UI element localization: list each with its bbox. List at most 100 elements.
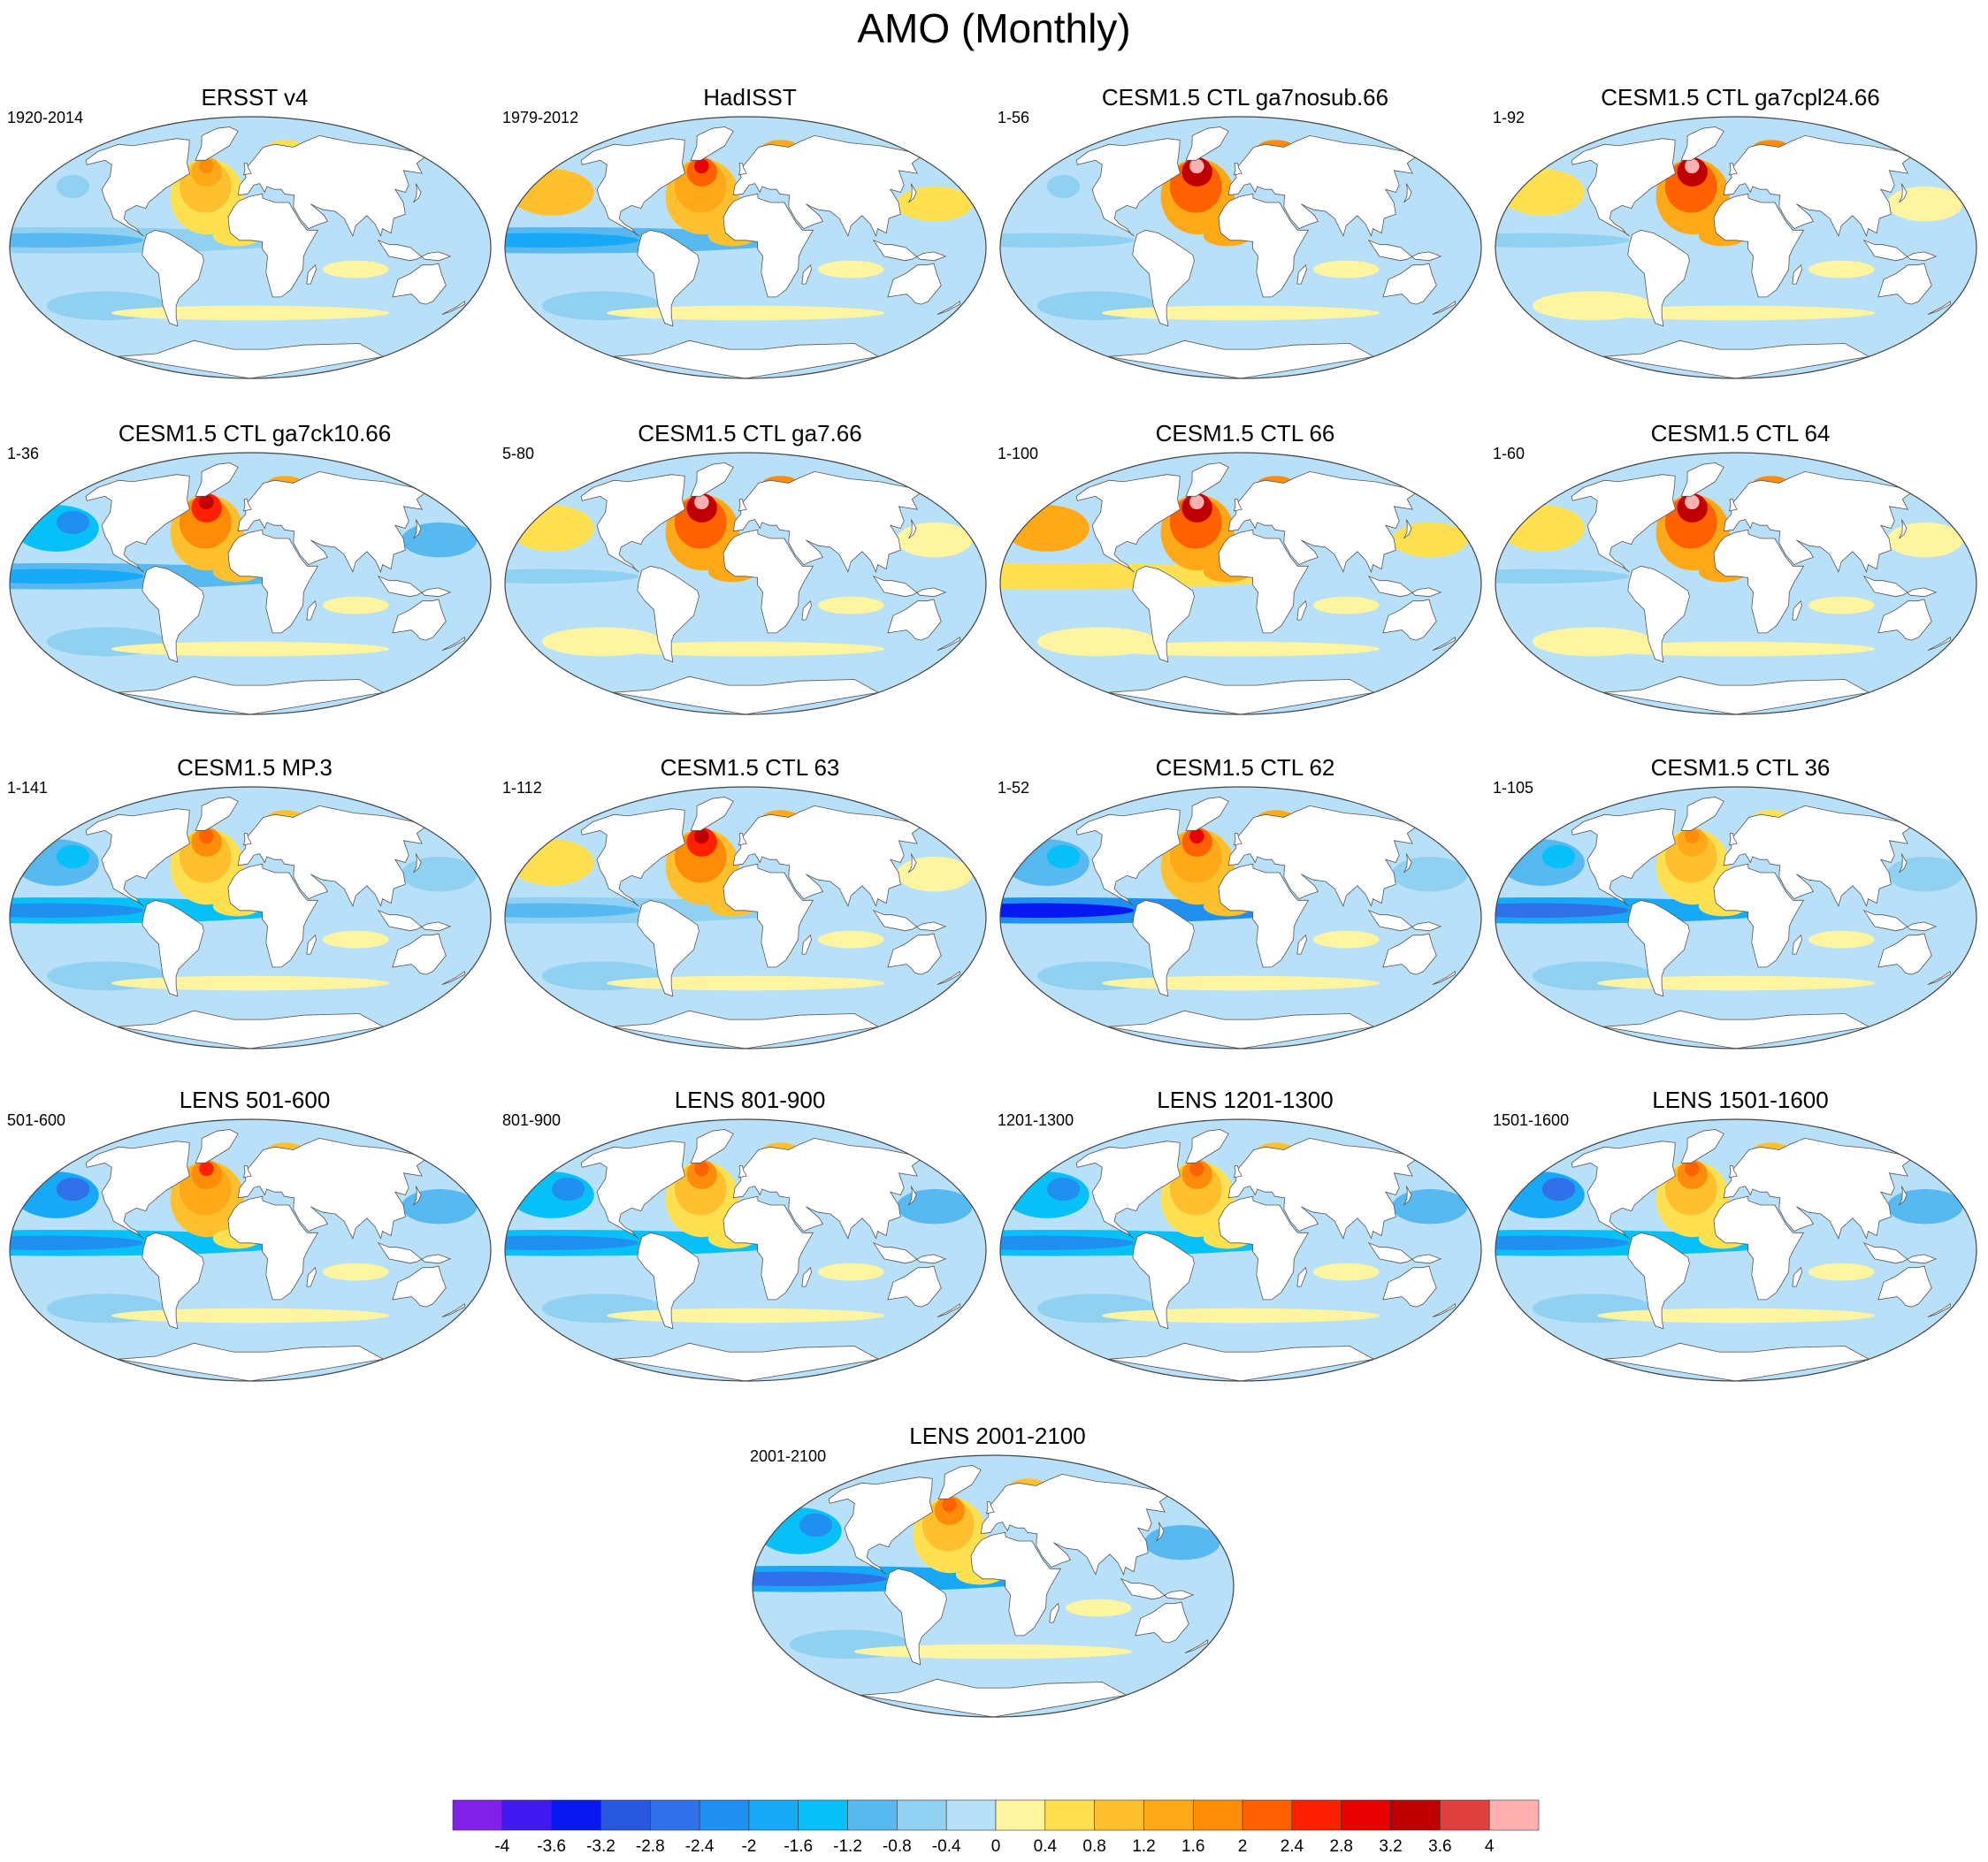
land-north-america xyxy=(85,474,190,573)
panel-title: CESM1.5 CTL ga7nosub.66 xyxy=(1101,84,1389,111)
land-antarctica xyxy=(1602,340,1870,378)
land-new-zealand xyxy=(1927,301,1951,315)
west-pacific-anomaly xyxy=(1391,1188,1468,1225)
eq-pacific-core xyxy=(505,903,639,918)
world-map xyxy=(504,116,987,379)
land-antarctica xyxy=(1602,1342,1870,1381)
land-africa xyxy=(1218,193,1310,298)
land-indonesia xyxy=(1367,909,1442,932)
land-uk xyxy=(738,163,747,176)
southern-ocean-band xyxy=(1596,641,1876,657)
land-antarctica xyxy=(117,1342,385,1381)
colorbar-swatch xyxy=(1291,1799,1342,1831)
land-eurasia xyxy=(732,134,921,237)
land-greenland xyxy=(195,462,239,497)
panel-period: 1-100 xyxy=(998,445,1039,462)
panel-title: CESM1.5 CTL ga7ck10.66 xyxy=(118,420,392,446)
map-panel: ERSST v4 1920-2014 xyxy=(7,83,502,410)
map-outline xyxy=(1495,786,1977,1049)
southern-ocean-band xyxy=(1101,975,1380,991)
world-map xyxy=(9,116,492,379)
panel-title: LENS 2001-2100 xyxy=(909,1423,1086,1449)
colorbar-swatch xyxy=(1341,1799,1391,1831)
land-australia xyxy=(1877,599,1932,641)
west-pacific-anomaly xyxy=(401,856,478,892)
land-madagascar xyxy=(306,599,317,621)
indian-ocean-anomaly xyxy=(1312,1263,1380,1281)
southern-ocean-band xyxy=(111,1308,390,1324)
colorbar-swatch xyxy=(897,1799,947,1831)
land-north-america xyxy=(580,474,685,573)
land-new-zealand xyxy=(937,1303,960,1317)
map-panel: LENS 2001-2100 2001-2100 xyxy=(750,1422,1245,1749)
land-south-america xyxy=(1627,229,1690,327)
land-antarctica xyxy=(1107,1010,1375,1049)
eq-pacific-core xyxy=(1495,233,1630,248)
panel-title: CESM1.5 CTL 63 xyxy=(660,754,840,781)
land-eurasia xyxy=(732,805,921,907)
map-panel: HadISST 1979-2012 xyxy=(502,83,998,410)
eq-pacific-core xyxy=(505,1235,639,1250)
southern-ocean-band xyxy=(1596,1308,1876,1324)
land-japan xyxy=(1899,519,1908,539)
land-uk xyxy=(242,833,252,846)
north-pacific-core xyxy=(551,510,585,535)
world-map xyxy=(999,452,1482,715)
land-new-zealand xyxy=(1432,971,1456,985)
panel-title: CESM1.5 CTL 66 xyxy=(1155,420,1335,446)
map-outline xyxy=(999,786,1482,1049)
colorbar-swatch xyxy=(798,1799,848,1831)
north-pacific-core xyxy=(56,1177,90,1202)
panel-period: 1-52 xyxy=(998,779,1030,797)
eq-pacific-core xyxy=(753,1571,887,1586)
atlantic-warm-peak xyxy=(694,828,709,844)
map-panel: CESM1.5 CTL 36 1-105 xyxy=(1493,753,1988,1080)
southern-ocean-band xyxy=(1596,975,1876,991)
land-uk xyxy=(738,499,747,512)
land-madagascar xyxy=(1296,263,1307,285)
land-greenland xyxy=(1185,126,1229,161)
world-map xyxy=(752,1454,1235,1718)
map-outline xyxy=(504,452,987,715)
land-madagascar xyxy=(1792,263,1802,285)
west-pacific-anomaly xyxy=(1886,1188,1963,1225)
land-japan xyxy=(1899,1186,1908,1206)
indian-ocean-anomaly xyxy=(817,930,884,949)
panel-period: 1-56 xyxy=(998,109,1030,126)
land-antarctica xyxy=(117,340,385,378)
colorbar-tick-label: -3.6 xyxy=(537,1837,566,1856)
north-pacific-core xyxy=(56,844,90,869)
land-australia xyxy=(1382,1265,1437,1308)
eq-pacific-core xyxy=(1000,1235,1135,1250)
colorbar-tick-label: -1.6 xyxy=(784,1837,813,1856)
land-indonesia xyxy=(377,1241,452,1264)
map-panel: LENS 1201-1300 1201-1300 xyxy=(998,1086,1493,1413)
panel-period: 1201-1300 xyxy=(998,1111,1074,1129)
world-map xyxy=(1495,1118,1977,1382)
world-map xyxy=(504,786,987,1049)
panel-period: 1979-2012 xyxy=(502,109,579,126)
southern-ocean-band xyxy=(111,305,390,321)
land-madagascar xyxy=(801,599,812,621)
land-africa xyxy=(1713,529,1805,634)
west-pacific-anomaly xyxy=(896,856,973,892)
eq-pacific-core xyxy=(1000,569,1135,584)
land-greenland xyxy=(690,462,734,497)
land-north-america xyxy=(1571,474,1676,573)
map-panel: CESM1.5 CTL ga7ck10.66 1-36 xyxy=(7,419,502,746)
colorbar-tick-label: 3.2 xyxy=(1379,1837,1402,1856)
land-australia xyxy=(887,1265,942,1308)
land-africa xyxy=(723,1195,814,1301)
north-pacific-core xyxy=(1046,510,1081,535)
land-africa xyxy=(1713,1195,1805,1301)
land-japan xyxy=(1899,183,1908,203)
land-north-america xyxy=(1571,138,1676,237)
indian-ocean-anomaly xyxy=(322,930,389,949)
land-japan xyxy=(1899,853,1908,874)
west-pacific-anomaly xyxy=(896,1188,973,1225)
colorbar-tick-label: -0.4 xyxy=(932,1837,961,1856)
land-north-america xyxy=(580,138,685,237)
colorbar-swatch xyxy=(649,1799,700,1831)
colorbar-swatch xyxy=(699,1799,750,1831)
land-africa xyxy=(227,863,319,968)
